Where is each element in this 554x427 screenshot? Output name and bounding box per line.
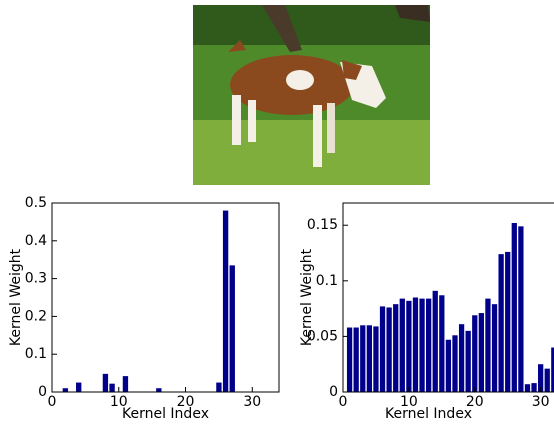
bar [512, 223, 517, 392]
bar [479, 313, 484, 392]
x-tick-label: 30 [243, 394, 261, 410]
bar [216, 383, 221, 392]
y-tick-label: 0.1 [316, 273, 338, 289]
chart [343, 203, 554, 392]
y-axis-label: Kernel Weight [299, 248, 315, 346]
bar [123, 376, 128, 392]
bar [373, 326, 378, 392]
bar [459, 324, 464, 392]
y-tick-label: 0.15 [307, 217, 338, 233]
bar [466, 331, 471, 392]
bar [419, 299, 424, 392]
bar [525, 384, 530, 392]
bar [472, 315, 477, 392]
cow-photo [193, 5, 430, 185]
bar [386, 308, 391, 392]
x-axis-label: Kernel Index [122, 406, 209, 422]
y-tick-label: 0.2 [25, 308, 47, 324]
bar [446, 340, 451, 392]
bar [109, 384, 114, 392]
bar [498, 254, 503, 392]
bar [518, 226, 523, 392]
bar [367, 325, 372, 392]
bar [406, 301, 411, 392]
bar [531, 383, 536, 392]
bar [439, 295, 444, 392]
bar [347, 328, 352, 392]
y-tick-label: 0 [329, 384, 338, 400]
bar [545, 369, 550, 392]
bar [485, 299, 490, 392]
bar [354, 328, 359, 392]
bar [492, 304, 497, 392]
y-axis-label: Kernel Weight [8, 248, 24, 346]
plot-frame [52, 203, 279, 392]
bar [360, 325, 365, 392]
y-tick-label: 0.4 [25, 233, 47, 249]
bar [230, 265, 235, 392]
bar [400, 299, 405, 392]
y-tick-label: 0.1 [25, 346, 47, 362]
bar [505, 252, 510, 392]
x-tick-label: 0 [48, 394, 57, 410]
bar [380, 306, 385, 392]
y-tick-label: 0.5 [25, 195, 47, 211]
bar [63, 388, 68, 392]
bar [393, 304, 398, 392]
bar [223, 211, 228, 392]
bar [433, 291, 438, 392]
bar [426, 299, 431, 392]
bar [103, 374, 108, 392]
bar [76, 383, 81, 392]
x-tick-label: 0 [339, 394, 348, 410]
bar [413, 298, 418, 393]
x-tick-label: 30 [532, 394, 550, 410]
y-tick-label: 0.3 [25, 271, 47, 287]
x-axis-label: Kernel Index [385, 406, 472, 422]
bar [156, 388, 161, 392]
chart [52, 203, 279, 392]
y-tick-label: 0 [38, 384, 47, 400]
figure: 00.10.20.30.40.50102030Kernel IndexKerne… [0, 0, 554, 427]
bar [452, 335, 457, 392]
